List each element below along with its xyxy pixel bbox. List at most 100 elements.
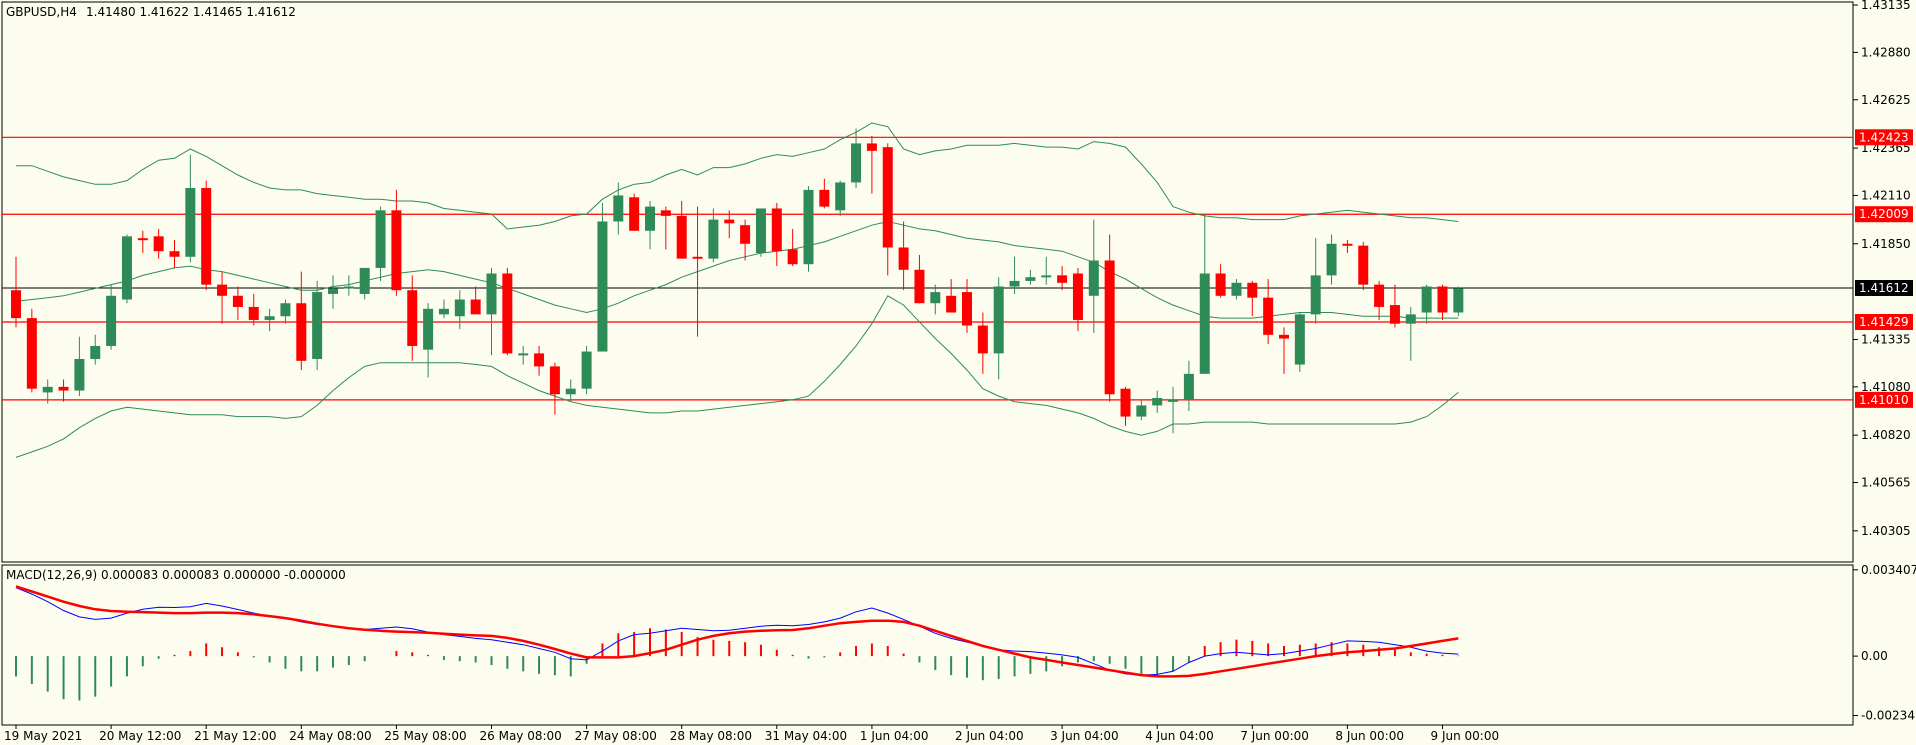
candle [296, 271, 307, 371]
candle-body [1326, 243, 1337, 276]
level-tag-label: 1.42423 [1859, 130, 1909, 144]
ohlc-readout: 1.41480 1.41622 1.41465 1.41612 [86, 5, 296, 19]
candle-body [11, 290, 21, 319]
candle [1389, 284, 1400, 328]
candle [1183, 360, 1194, 411]
level-tag-box [1855, 206, 1913, 223]
candle [502, 267, 513, 356]
candle-body [1041, 275, 1052, 278]
candle [106, 284, 117, 350]
candle-body [645, 206, 655, 231]
candle [454, 290, 465, 330]
candle-body [264, 316, 275, 320]
candle-body [454, 299, 465, 317]
candle-body [74, 358, 85, 391]
price-axis-label: 1.40565 [1861, 476, 1911, 490]
candle-body [232, 295, 243, 307]
candle [90, 334, 101, 365]
candle-body [1199, 273, 1210, 374]
candle-body [977, 325, 988, 354]
time-axis-label: 7 Jun 00:00 [1240, 729, 1309, 743]
candle [866, 135, 877, 194]
candle-body [42, 386, 53, 393]
candle-body [391, 210, 402, 291]
candle [169, 240, 180, 268]
candle [851, 128, 862, 189]
candle [407, 275, 418, 361]
candle [1326, 234, 1337, 285]
candle [930, 284, 941, 315]
time-axis-label: 20 May 12:00 [99, 729, 181, 743]
level-tag-box [1855, 129, 1913, 146]
price-axis: 1.431351.428801.426251.423651.421101.418… [1853, 0, 1911, 538]
level-tag-box [1855, 391, 1913, 408]
time-axis-label: 25 May 08:00 [384, 729, 466, 743]
candle-body [90, 345, 101, 359]
price-axis-label: 1.42880 [1861, 45, 1911, 59]
candle [264, 308, 275, 332]
time-axis-label: 27 May 08:00 [575, 729, 657, 743]
candle [1136, 399, 1147, 421]
horizontal-levels[interactable] [2, 136, 1853, 401]
candle-body [819, 189, 830, 207]
candle [1231, 279, 1242, 300]
candle [613, 182, 624, 235]
time-axis-label: 31 May 04:00 [765, 729, 847, 743]
candle [375, 206, 386, 281]
level-tag-label: 1.42009 [1859, 207, 1909, 221]
candle [26, 308, 37, 393]
candle-body [153, 236, 164, 252]
candle-body [866, 143, 877, 151]
candle [1088, 219, 1099, 333]
candle-body [470, 299, 481, 315]
current-price-tag-box [1855, 279, 1913, 296]
candle [359, 267, 370, 300]
candle [882, 143, 893, 276]
candle [11, 256, 21, 328]
candle [771, 202, 782, 267]
macd-axis: 0.003407 0.00 -0.002343 [1853, 563, 1916, 722]
candle [280, 299, 291, 324]
candle-body [217, 284, 228, 296]
candle-body [946, 295, 957, 313]
candle-body [692, 256, 703, 259]
bollinger-bands [15, 122, 1459, 458]
candle [328, 275, 338, 309]
candle-body [993, 286, 1004, 354]
time-axis-label: 2 Jun 04:00 [955, 729, 1024, 743]
candle [1009, 256, 1020, 294]
candle-body [581, 351, 592, 389]
candle [1215, 264, 1226, 298]
candle [692, 206, 703, 337]
candle [1025, 269, 1036, 285]
candle [1199, 214, 1210, 374]
time-axis-label: 8 Jun 00:00 [1335, 729, 1404, 743]
candle-body [502, 273, 513, 354]
macd-panel-frame [1, 564, 1854, 726]
candle-body [1183, 373, 1194, 400]
price-panel-frame [1, 1, 1854, 563]
candle [1104, 234, 1115, 402]
candle [423, 303, 434, 378]
level-tag-label: 1.41429 [1859, 315, 1909, 329]
candle [993, 277, 1004, 380]
candle-body [914, 269, 925, 304]
candle [217, 271, 228, 324]
candle-body [1215, 273, 1226, 296]
candle [42, 379, 53, 404]
candle-body [534, 353, 545, 367]
signal-line [15, 585, 1459, 678]
candle-body [1294, 314, 1305, 365]
candle [137, 230, 148, 254]
candle [914, 254, 925, 304]
candle-body [518, 353, 529, 356]
time-axis-label: 4 Jun 04:00 [1145, 729, 1214, 743]
candle-body [803, 189, 814, 265]
candle [629, 193, 640, 231]
candle-body [1374, 284, 1385, 307]
time-axis-label: 28 May 08:00 [670, 729, 752, 743]
candle [597, 202, 608, 352]
candle-body [1231, 282, 1242, 296]
candle [898, 221, 909, 291]
